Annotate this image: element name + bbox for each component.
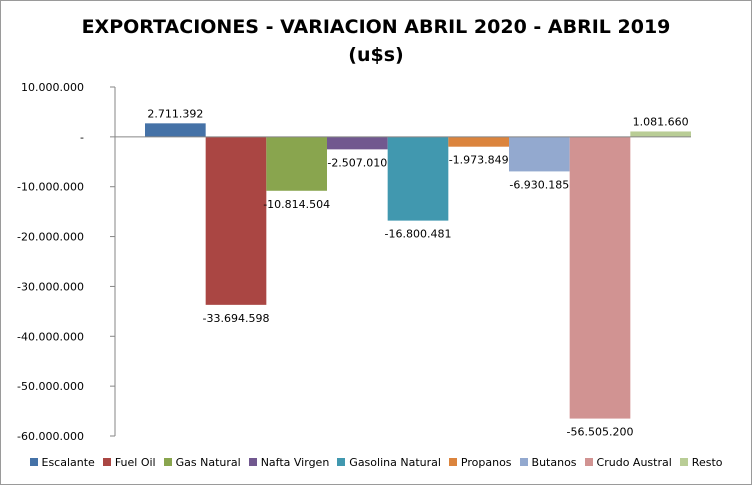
data-label: -1.973.849 — [449, 154, 509, 167]
bar-nafta-virgen — [327, 136, 388, 150]
legend-swatch — [163, 458, 172, 466]
legend-swatch — [29, 458, 38, 466]
legend-swatch — [337, 458, 346, 466]
y-tick-label: 10.000.000 — [21, 81, 84, 94]
data-label: -16.800.481 — [385, 228, 452, 241]
y-tick-label: -30.000.000 — [17, 280, 84, 293]
bar-gasolina-natural — [387, 136, 449, 221]
data-label: -56.505.200 — [567, 426, 634, 439]
legend-label: Gasolina Natural — [349, 456, 441, 469]
legend-swatch — [584, 458, 593, 466]
legend-swatch — [248, 458, 257, 466]
bar-propanos — [448, 136, 509, 147]
legend-swatch — [679, 458, 688, 466]
y-tick-label: -10.000.000 — [17, 181, 84, 194]
data-label: 2.711.392 — [147, 107, 203, 120]
legend-label: Crudo Austral — [596, 456, 672, 469]
legend-item: Fuel Oil — [102, 456, 156, 469]
legend-item: Crudo Austral — [584, 456, 672, 469]
legend-item: Nafta Virgen — [248, 456, 330, 469]
legend-item: Resto — [679, 456, 723, 469]
bar-resto — [630, 131, 691, 137]
legend-label: Escalante — [41, 456, 95, 469]
data-label: -2.507.010 — [327, 156, 387, 169]
bar-crudo-austral — [569, 136, 631, 419]
bar-escalante — [145, 123, 206, 137]
bar-butanos — [509, 136, 570, 172]
y-tick-label: -20.000.000 — [17, 231, 84, 244]
legend-item: Gas Natural — [163, 456, 241, 469]
data-label: -33.694.598 — [203, 312, 270, 325]
legend-label: Butanos — [531, 456, 577, 469]
legend-label: Resto — [691, 456, 723, 469]
legend: Escalante Fuel Oil Gas Natural Nafta Virgen… — [1, 456, 751, 469]
legend-item: Escalante — [29, 456, 95, 469]
legend-item: Butanos — [519, 456, 577, 469]
y-tick-label: -60.000.000 — [17, 430, 84, 443]
y-tick-label: -50.000.000 — [17, 380, 84, 393]
data-label: -10.814.504 — [263, 198, 330, 211]
legend-label: Nafta Virgen — [260, 456, 330, 469]
legend-label: Propanos — [460, 456, 512, 469]
bar-fuel-oil — [205, 136, 267, 305]
legend-item: Gasolina Natural — [337, 456, 441, 469]
legend-swatch — [519, 458, 528, 466]
legend-label: Gas Natural — [175, 456, 241, 469]
data-label: -6.930.185 — [509, 178, 569, 191]
legend-swatch — [102, 458, 111, 466]
bar-gas-natural — [266, 136, 327, 191]
chart-title-line2: (u$s) — [348, 44, 404, 66]
data-label: 1.081.660 — [633, 115, 689, 128]
legend-label: Fuel Oil — [114, 456, 156, 469]
y-tick-label: - — [80, 131, 84, 144]
chart-title: EXPORTACIONES - VARIACION ABRIL 2020 - A… — [1, 13, 751, 69]
legend-swatch — [448, 458, 457, 466]
legend-item: Propanos — [448, 456, 512, 469]
y-tick-label: -40.000.000 — [17, 330, 84, 343]
chart-title-line1: EXPORTACIONES - VARIACION ABRIL 2020 - A… — [81, 16, 671, 38]
